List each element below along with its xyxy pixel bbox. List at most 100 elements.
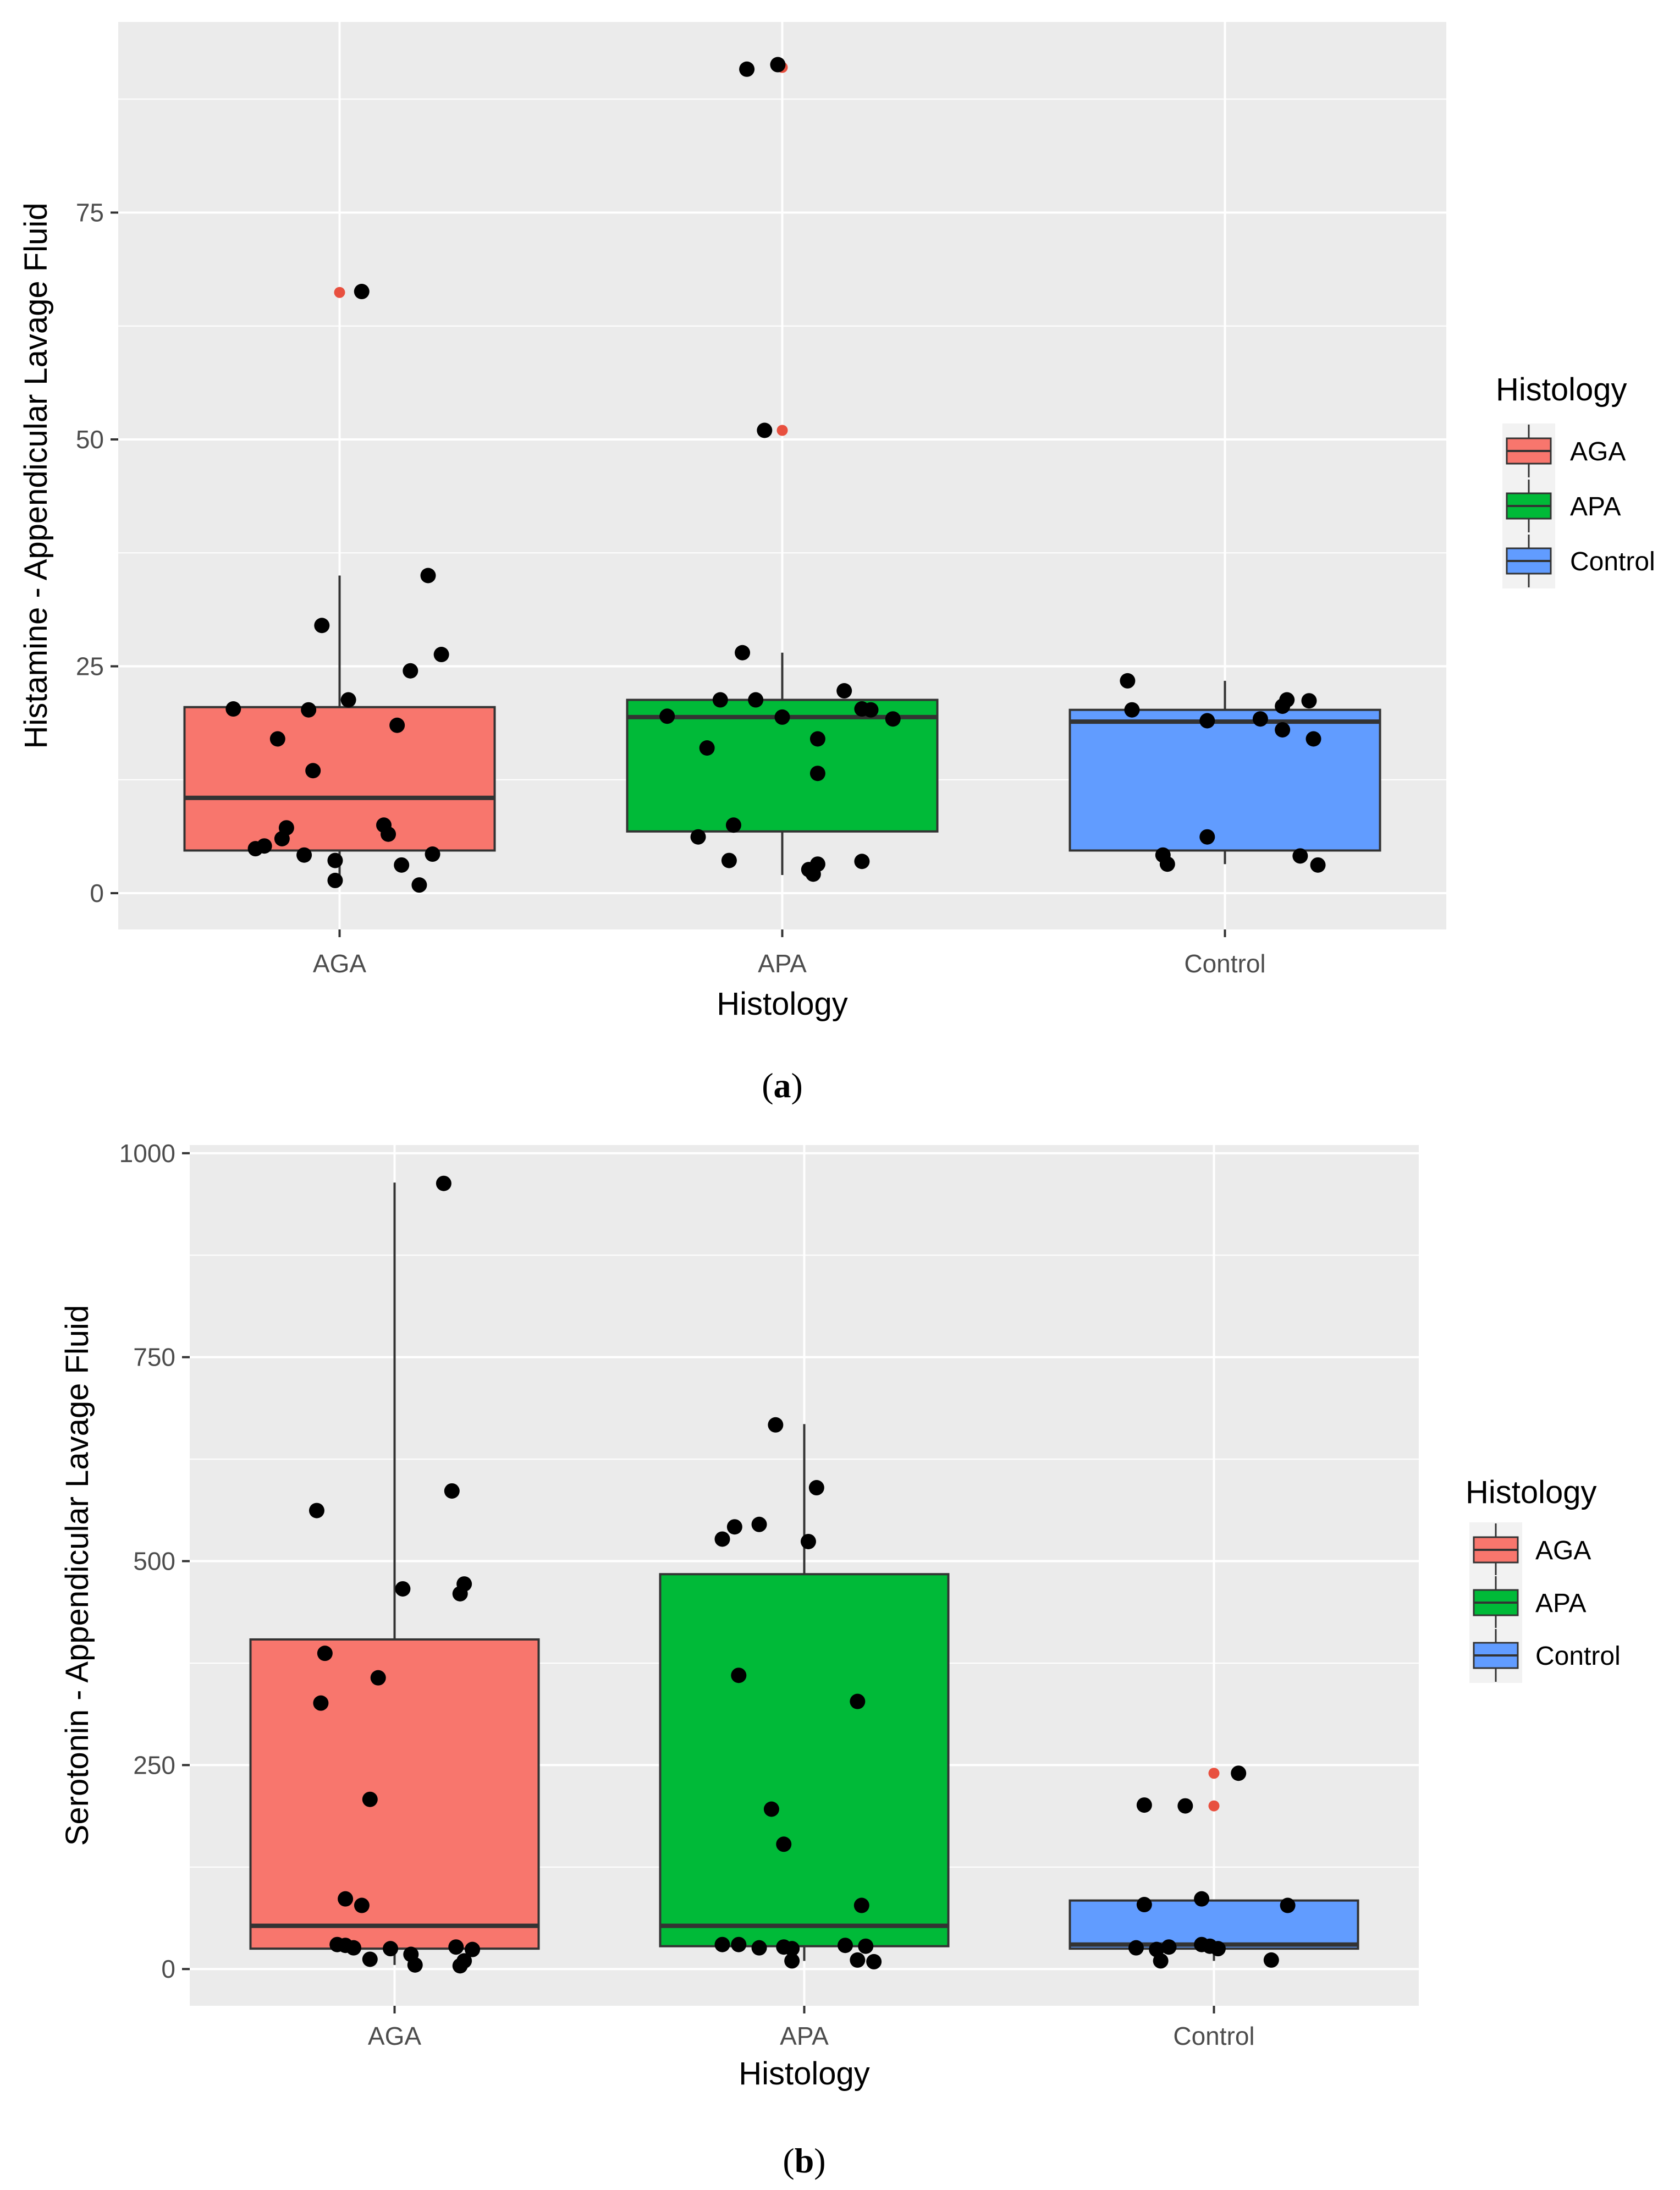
data-point [838, 1938, 853, 1954]
data-point [885, 711, 901, 727]
x-tick-label: APA [758, 949, 807, 978]
data-point [433, 647, 449, 663]
legend-label-control: Control [1570, 547, 1655, 576]
data-point [362, 1951, 378, 1967]
data-point [370, 1670, 386, 1686]
caption-open: ( [762, 1066, 773, 1105]
data-point [314, 618, 330, 634]
data-point [853, 1897, 869, 1913]
outlier-point [776, 425, 788, 436]
data-point [739, 61, 755, 77]
legend: Histology AGA APA Control [1496, 372, 1655, 588]
data-point [1128, 1940, 1144, 1956]
data-point [225, 701, 241, 717]
data-point [770, 57, 786, 73]
y-tick-label: 25 [76, 652, 104, 681]
data-point [1194, 1891, 1210, 1907]
data-point [690, 829, 706, 845]
data-point [1136, 1897, 1152, 1913]
box-iqr [249, 1638, 540, 1950]
data-point [313, 1695, 329, 1711]
y-tick-label: 250 [133, 1751, 175, 1779]
data-point [774, 709, 790, 725]
data-point [407, 1957, 423, 1973]
data-point [748, 692, 764, 708]
data-point [389, 717, 405, 733]
data-point [420, 568, 436, 584]
data-point [731, 1668, 747, 1683]
data-point [354, 284, 370, 300]
data-point [751, 1516, 767, 1532]
outlier-point [1208, 1800, 1220, 1812]
data-point [444, 1483, 460, 1499]
data-point [395, 1581, 411, 1597]
data-point [452, 1586, 468, 1602]
x-tick-label: AGA [313, 949, 366, 978]
data-point [1210, 1941, 1226, 1957]
data-point [809, 766, 825, 782]
box-iqr [659, 1573, 950, 1947]
data-point [1177, 1798, 1193, 1814]
data-point [327, 872, 343, 888]
data-point [763, 1801, 779, 1817]
data-point [714, 1531, 730, 1547]
data-point [809, 731, 825, 747]
data-point [301, 702, 317, 718]
panel-b: 0 250 500 750 1000 AGA APA Control Histology Sero… [59, 1139, 1621, 2180]
data-point [346, 1940, 361, 1956]
data-point [805, 866, 821, 882]
figure-caption: (b) [783, 2141, 825, 2180]
data-point [1159, 856, 1175, 872]
data-point [317, 1646, 333, 1661]
data-point [425, 846, 440, 862]
panel-a: 0 25 50 75 AGA APA Control Histology Histamine -… [18, 22, 1655, 1105]
figure-caption: (a) [762, 1066, 803, 1105]
data-point [269, 731, 285, 747]
data-point [411, 877, 427, 893]
data-point [381, 826, 396, 842]
data-point [1310, 857, 1326, 873]
data-point [338, 1891, 354, 1907]
y-tick-label: 1000 [119, 1139, 175, 1168]
box-iqr [183, 706, 496, 852]
data-point [784, 1941, 800, 1957]
x-axis-title: Histology [717, 986, 848, 1022]
data-point [699, 740, 715, 756]
box-control [1068, 680, 1381, 865]
data-point [731, 1936, 747, 1952]
data-point [725, 817, 741, 833]
data-point [383, 1941, 399, 1957]
data-point [448, 1939, 464, 1955]
data-point [1306, 731, 1321, 747]
y-axis-title: Histamine - Appendicular Lavage Fluid [18, 203, 54, 749]
data-point [1124, 702, 1140, 718]
data-point [1275, 698, 1291, 714]
data-point [714, 1936, 730, 1952]
data-point [436, 1175, 451, 1191]
data-point [1252, 711, 1268, 727]
y-tick-label: 50 [76, 425, 104, 454]
y-tick-label: 75 [76, 199, 104, 227]
box-apa [659, 1424, 950, 1961]
data-point [1161, 1939, 1177, 1955]
data-point [768, 1417, 784, 1433]
data-point [1120, 673, 1136, 689]
data-point [659, 708, 675, 724]
data-point [784, 1953, 800, 1969]
data-point [776, 1836, 792, 1852]
data-point [247, 841, 263, 857]
y-axis-title: Serotonin - Appendicular Lavage Fluid [59, 1305, 95, 1846]
data-point [465, 1941, 481, 1957]
data-point [1280, 1897, 1296, 1913]
legend-label-aga: AGA [1570, 437, 1626, 466]
data-point [309, 1503, 324, 1518]
data-point [858, 1938, 874, 1954]
data-point [1199, 829, 1215, 845]
data-point [1153, 1953, 1169, 1969]
data-point [1263, 1952, 1279, 1968]
outlier-point [1208, 1768, 1220, 1779]
data-point [296, 847, 312, 863]
data-point [836, 683, 852, 699]
